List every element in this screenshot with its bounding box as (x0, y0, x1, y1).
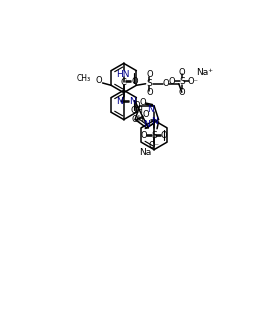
Text: Na: Na (139, 148, 151, 157)
Text: O: O (134, 101, 140, 110)
Text: O: O (95, 76, 102, 85)
Text: N: N (151, 116, 158, 126)
Text: CH₃: CH₃ (76, 74, 90, 83)
Text: S: S (179, 77, 185, 86)
Text: S: S (151, 131, 157, 140)
Text: O: O (139, 98, 146, 107)
Text: N: N (143, 120, 149, 129)
Text: O: O (131, 77, 138, 86)
Text: HN: HN (116, 70, 130, 79)
Text: O: O (179, 88, 185, 97)
Text: OH: OH (130, 106, 143, 115)
Text: O: O (161, 131, 168, 140)
Text: O⁻: O⁻ (187, 77, 198, 86)
Text: Na⁺: Na⁺ (197, 68, 213, 77)
Text: O: O (169, 77, 175, 86)
Text: O: O (146, 70, 153, 79)
Text: O⁻: O⁻ (148, 141, 160, 150)
Text: O: O (179, 68, 185, 77)
Text: S: S (147, 79, 152, 88)
Text: O: O (162, 79, 169, 88)
Text: O: O (141, 131, 147, 140)
Text: N: N (116, 97, 123, 106)
Text: N: N (147, 105, 154, 114)
Text: C: C (121, 78, 127, 87)
Text: N: N (130, 97, 136, 106)
Text: O: O (143, 111, 149, 119)
Text: OH: OH (132, 115, 145, 124)
Text: O: O (146, 89, 153, 97)
